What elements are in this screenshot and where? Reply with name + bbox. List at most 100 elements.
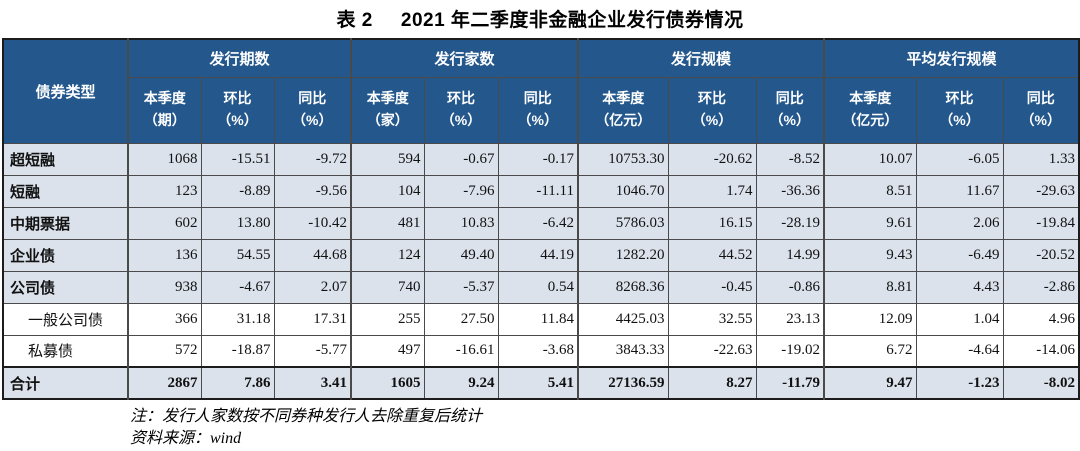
data-cell: 5786.03 <box>577 206 669 240</box>
data-cell: 123 <box>127 174 202 208</box>
table-row-ultra-short-term-cp: 超短融 1068 -15.51 -9.72 594 -0.67 -0.17 10… <box>2 142 1080 176</box>
data-cell: -1.23 <box>915 366 1004 400</box>
data-cell: -2.86 <box>1002 270 1080 304</box>
page-title: 表 2 2021 年二季度非金融企业发行债券情况 <box>0 0 1080 32</box>
data-cell: 136 <box>127 238 202 272</box>
group-header-row: 债券类型 发行期数 发行家数 发行规模 平均发行规模 <box>2 38 1080 144</box>
data-cell: 481 <box>350 206 425 240</box>
sub-header: 环比 （%） <box>200 76 275 144</box>
note-line: 注：发行人家数按不同券种发行人去除重复后统计 <box>130 408 483 425</box>
data-cell: 9.61 <box>823 206 917 240</box>
sub-header: 环比 （%） <box>667 76 757 144</box>
sub-header: 本季度 （亿元） <box>577 76 669 144</box>
data-cell: 1.33 <box>1002 142 1080 176</box>
sub-header: 本季度 （家） <box>350 76 425 144</box>
data-cell: -5.37 <box>423 270 499 304</box>
table-row-medium-term-notes: 中期票据 602 13.80 -10.42 481 10.83 -6.42 57… <box>2 206 1080 240</box>
bond-issuance-table: 债券类型 发行期数 发行家数 发行规模 平均发行规模 本季度 （期） 环比 （%… <box>2 38 1080 400</box>
data-cell: 3843.33 <box>577 334 669 368</box>
data-cell: 9.43 <box>823 238 917 272</box>
data-cell: -9.72 <box>273 142 352 176</box>
table-row-short-term-cp: 短融 123 -8.89 -9.56 104 -7.96 -11.11 1046… <box>2 174 1080 208</box>
data-cell: 8.81 <box>823 270 917 304</box>
data-cell: 49.40 <box>423 238 499 272</box>
data-cell: 10753.30 <box>577 142 669 176</box>
data-cell: 11.84 <box>497 302 579 336</box>
data-cell: 44.68 <box>273 238 352 272</box>
data-cell: 3.41 <box>273 366 352 400</box>
data-cell: 27.50 <box>423 302 499 336</box>
data-cell: 938 <box>127 270 202 304</box>
data-cell: 4.96 <box>1002 302 1080 336</box>
data-cell: 5.41 <box>497 366 579 400</box>
data-cell: -11.79 <box>755 366 825 400</box>
data-cell: 31.18 <box>200 302 275 336</box>
data-cell: 497 <box>350 334 425 368</box>
row-label: 合计 <box>2 366 129 400</box>
data-cell: 54.55 <box>200 238 275 272</box>
data-cell: -4.67 <box>200 270 275 304</box>
data-cell: -20.52 <box>1002 238 1080 272</box>
sub-header: 同比 （%） <box>1002 76 1080 144</box>
data-cell: -28.19 <box>755 206 825 240</box>
data-cell: -6.05 <box>915 142 1004 176</box>
sub-header: 环比 （%） <box>423 76 499 144</box>
data-cell: 10.83 <box>423 206 499 240</box>
data-cell: -6.49 <box>915 238 1004 272</box>
data-cell: -0.67 <box>423 142 499 176</box>
data-cell: -14.06 <box>1002 334 1080 368</box>
data-cell: -29.63 <box>1002 174 1080 208</box>
data-cell: -0.17 <box>497 142 579 176</box>
data-cell: -8.89 <box>200 174 275 208</box>
data-cell: 7.86 <box>200 366 275 400</box>
data-cell: 23.13 <box>755 302 825 336</box>
data-cell: 17.31 <box>273 302 352 336</box>
table-row-total: 合计 2867 7.86 3.41 1605 9.24 5.41 27136.5… <box>2 366 1080 400</box>
data-cell: 255 <box>350 302 425 336</box>
data-cell: 104 <box>350 174 425 208</box>
sub-header: 同比 （%） <box>755 76 825 144</box>
data-cell: 8.27 <box>667 366 757 400</box>
sub-header: 环比 （%） <box>915 76 1004 144</box>
data-cell: 4.43 <box>915 270 1004 304</box>
corner-header-bond-type: 债券类型 <box>2 38 129 144</box>
data-cell: -19.84 <box>1002 206 1080 240</box>
data-cell: -8.52 <box>755 142 825 176</box>
row-label: 企业债 <box>2 238 129 272</box>
table-number: 表 2 <box>336 10 373 31</box>
data-cell: -6.42 <box>497 206 579 240</box>
row-label: 私募债 <box>2 334 129 368</box>
data-cell: 4425.03 <box>577 302 669 336</box>
data-cell: 602 <box>127 206 202 240</box>
data-cell: 9.47 <box>823 366 917 400</box>
table-row-general-corporate-bonds: 一般公司债 366 31.18 17.31 255 27.50 11.84 44… <box>2 302 1080 336</box>
data-cell: 124 <box>350 238 425 272</box>
group-header-issuance-count: 发行期数 <box>127 38 352 78</box>
sub-header: 同比 （%） <box>273 76 352 144</box>
data-cell: 740 <box>350 270 425 304</box>
row-label: 超短融 <box>2 142 129 176</box>
data-cell: -20.62 <box>667 142 757 176</box>
data-cell: -22.63 <box>667 334 757 368</box>
group-header-issuer-count: 发行家数 <box>350 38 579 78</box>
data-cell: 9.24 <box>423 366 499 400</box>
data-cell: 8.51 <box>823 174 917 208</box>
data-cell: 366 <box>127 302 202 336</box>
sub-header: 本季度 （期） <box>127 76 202 144</box>
data-cell: 32.55 <box>667 302 757 336</box>
data-cell: 1068 <box>127 142 202 176</box>
data-cell: 0.54 <box>497 270 579 304</box>
data-cell: -18.87 <box>200 334 275 368</box>
data-cell: 1046.70 <box>577 174 669 208</box>
group-header-average-scale: 平均发行规模 <box>823 38 1080 78</box>
data-cell: -5.77 <box>273 334 352 368</box>
data-cell: -36.36 <box>755 174 825 208</box>
data-cell: 13.80 <box>200 206 275 240</box>
sub-header-row: 本季度 （期） 环比 （%） 同比 （%） 本季度 （家） 环比 （%） 同比 … <box>3 76 1080 144</box>
data-cell: 2.07 <box>273 270 352 304</box>
data-cell: 1282.20 <box>577 238 669 272</box>
data-cell: -4.64 <box>915 334 1004 368</box>
row-label: 中期票据 <box>2 206 129 240</box>
data-cell: 594 <box>350 142 425 176</box>
